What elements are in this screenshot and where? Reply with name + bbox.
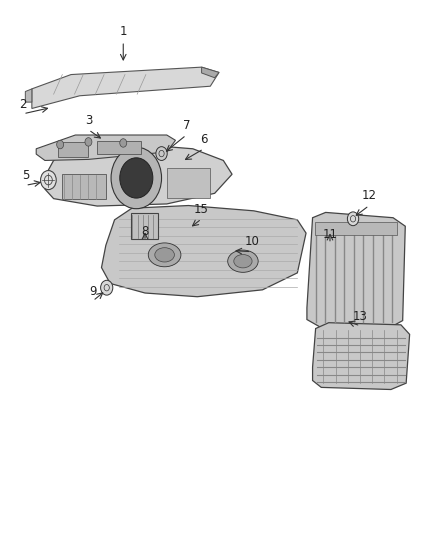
Ellipse shape xyxy=(148,243,181,266)
Ellipse shape xyxy=(155,248,174,262)
Text: 3: 3 xyxy=(85,114,92,126)
Bar xyxy=(97,141,141,154)
Ellipse shape xyxy=(228,250,258,272)
Polygon shape xyxy=(313,322,410,390)
Text: 8: 8 xyxy=(141,225,148,238)
Circle shape xyxy=(120,139,127,147)
Bar xyxy=(167,168,210,198)
Polygon shape xyxy=(201,67,219,78)
Bar xyxy=(315,222,397,235)
Text: 10: 10 xyxy=(244,236,259,248)
Bar xyxy=(62,174,106,199)
Circle shape xyxy=(120,158,153,198)
Polygon shape xyxy=(45,143,232,206)
Text: 15: 15 xyxy=(194,203,209,216)
Text: 13: 13 xyxy=(353,310,368,322)
Circle shape xyxy=(41,171,56,190)
Polygon shape xyxy=(25,89,32,102)
Ellipse shape xyxy=(234,255,252,268)
Circle shape xyxy=(347,212,359,225)
Bar xyxy=(58,142,88,157)
Polygon shape xyxy=(102,206,306,297)
Polygon shape xyxy=(307,213,405,330)
Circle shape xyxy=(156,147,167,160)
Polygon shape xyxy=(32,67,219,109)
Text: 12: 12 xyxy=(362,189,377,203)
Text: 5: 5 xyxy=(21,169,29,182)
Polygon shape xyxy=(36,135,176,160)
Text: 9: 9 xyxy=(89,285,96,298)
Text: 2: 2 xyxy=(19,98,27,111)
Text: 6: 6 xyxy=(200,133,208,146)
Bar xyxy=(131,214,158,239)
Circle shape xyxy=(85,138,92,146)
Circle shape xyxy=(101,280,113,295)
Circle shape xyxy=(57,140,64,149)
Text: 7: 7 xyxy=(183,119,190,132)
Circle shape xyxy=(111,147,162,209)
Text: 11: 11 xyxy=(322,228,338,240)
Text: 1: 1 xyxy=(120,25,127,38)
